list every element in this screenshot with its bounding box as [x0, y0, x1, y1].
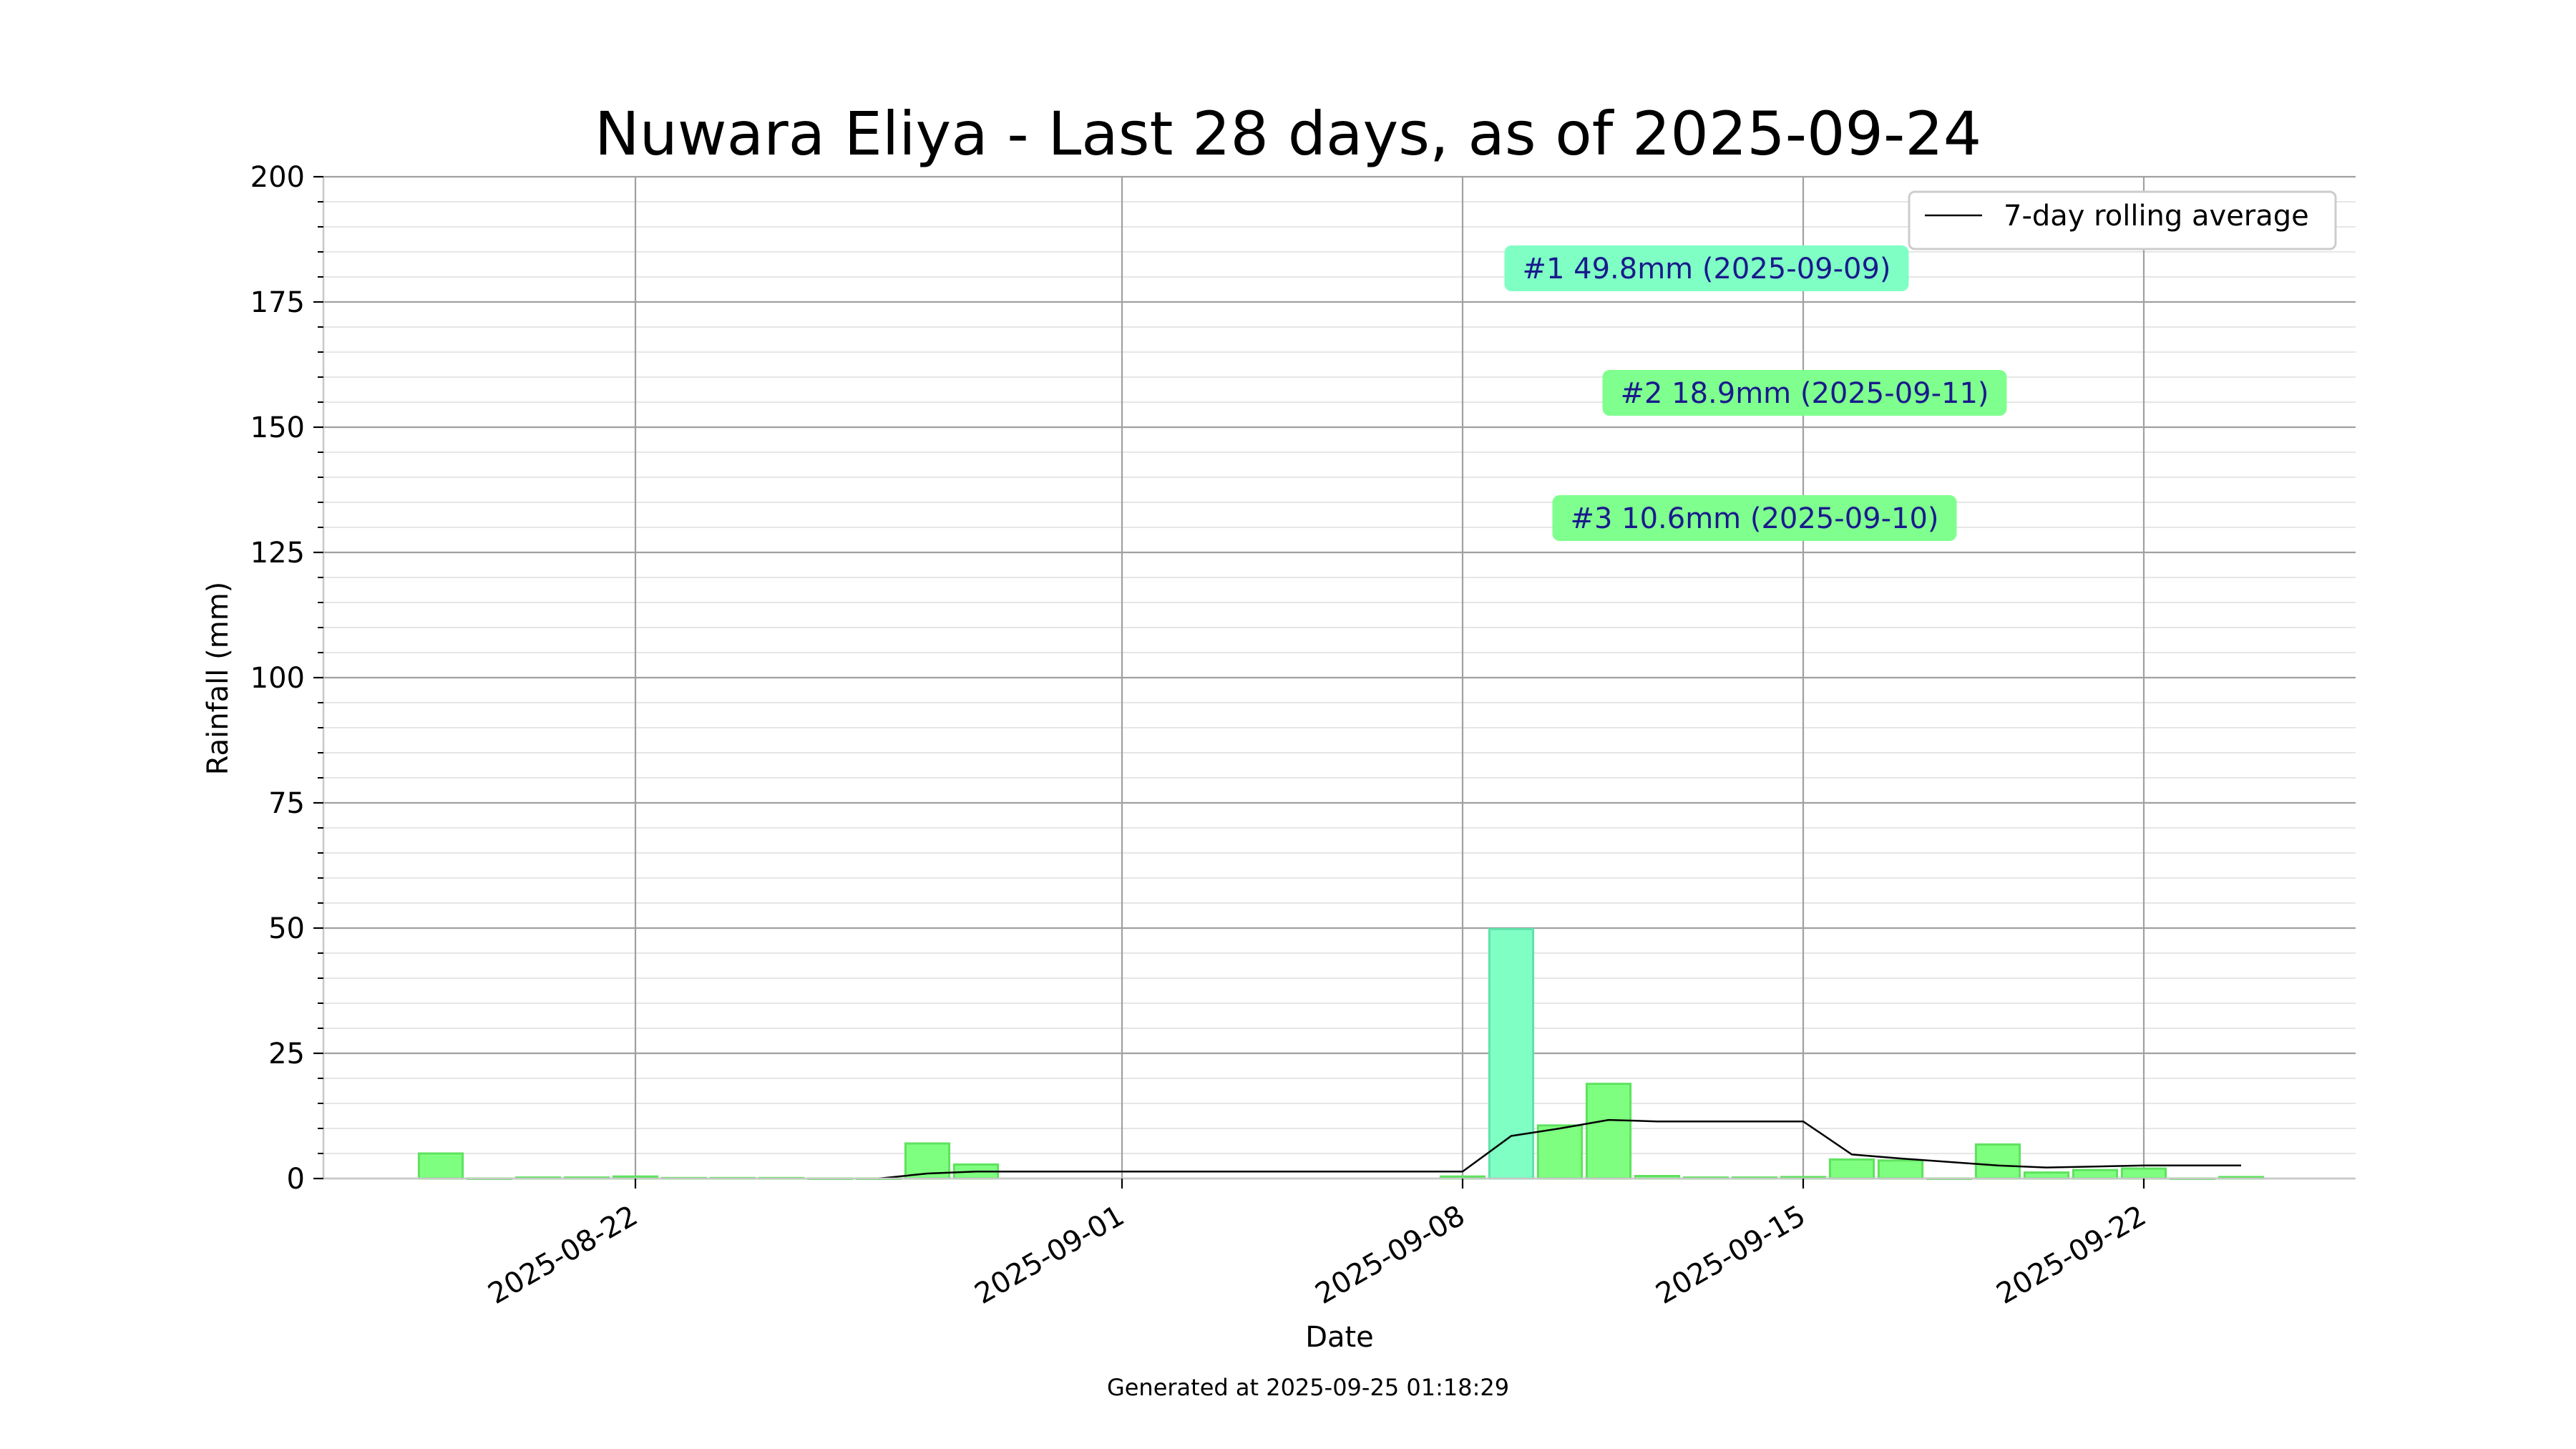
y-tick-label: 50	[268, 912, 305, 945]
annotation-text-2: #2 18.9mm (2025-09-11)	[1620, 377, 1989, 410]
bar-2025-09-11	[1585, 1083, 1632, 1180]
axes: 0 25 50 75 100 125 150 175 200 2025-08-22 2025-09-…	[250, 161, 2356, 1311]
bar-2025-09-17	[1877, 1159, 1924, 1180]
bars	[417, 927, 2265, 1180]
bar-2025-09-22	[2120, 1167, 2167, 1180]
y-tick-label: 150	[250, 411, 305, 444]
bar-2025-09-10	[1536, 1124, 1584, 1180]
bar-2025-08-18	[417, 1152, 464, 1180]
x-tick-label: 2025-08-22	[483, 1199, 643, 1311]
x-tick-label: 2025-09-01	[970, 1199, 1130, 1311]
legend: 7-day rolling average	[1908, 190, 2337, 250]
annotation-box-1	[1504, 245, 1909, 291]
generated-timestamp: Generated at 2025-09-25 01:18:29	[1107, 1374, 1509, 1401]
grid	[323, 175, 2356, 1180]
annotation-box-2	[1602, 370, 2007, 416]
y-tick-label: 175	[250, 286, 305, 319]
y-tick-label: 125	[250, 537, 305, 570]
x-axis-label: Date	[1305, 1321, 1374, 1354]
y-tick-label: 0	[287, 1163, 305, 1196]
y-tick-label: 200	[250, 161, 305, 194]
x-tick-label: 2025-09-15	[1651, 1199, 1811, 1311]
annotations: #1 49.8mm (2025-09-09) #2 18.9mm (2025-09…	[1504, 245, 2007, 541]
bar-2025-09-16	[1828, 1158, 1875, 1180]
rolling-average-layer	[878, 1118, 2241, 1180]
y-tick-label: 100	[250, 662, 305, 695]
bar-2025-09-20	[2023, 1171, 2070, 1180]
y-tick-label: 25	[268, 1038, 305, 1070]
bar-2025-09-09	[1488, 927, 1535, 1180]
y-tick-label: 75	[268, 787, 305, 820]
legend-box	[1908, 190, 2337, 250]
series-line-0	[878, 1118, 2241, 1180]
annotation-box-3	[1552, 495, 1957, 541]
x-tick-label: 2025-09-22	[1991, 1199, 2152, 1311]
x-tick-label: 2025-09-08	[1310, 1199, 1470, 1311]
annotation-text-1: #1 49.8mm (2025-09-09)	[1522, 253, 1890, 286]
y-axis-label: Rainfall (mm)	[202, 582, 235, 776]
legend-label: 7-day rolling average	[2004, 200, 2309, 233]
annotation-text-3: #3 10.6mm (2025-09-10)	[1570, 502, 1938, 535]
chart-title: Nuwara Eliya - Last 28 days, as of 2025-…	[595, 99, 1981, 169]
bar-2025-09-19	[1974, 1143, 2021, 1180]
bar-2025-09-21	[2072, 1169, 2119, 1180]
